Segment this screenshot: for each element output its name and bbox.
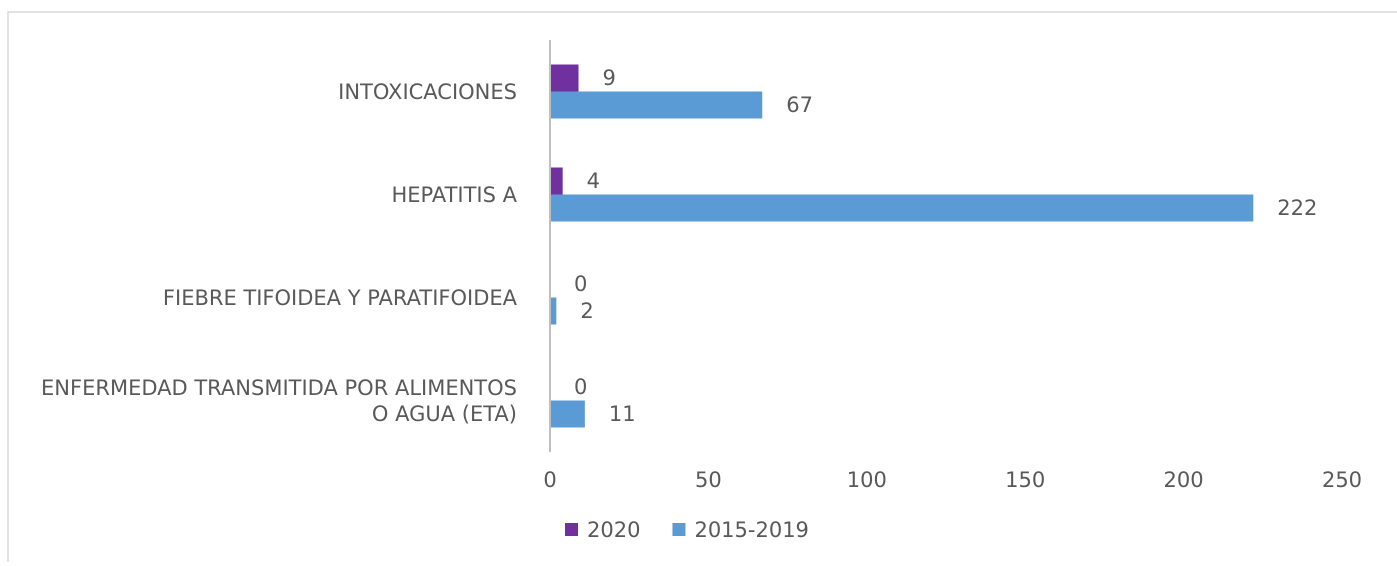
- legend-label: 2020: [587, 518, 640, 542]
- category-label-box: FIEBRE TIFOIDEA Y PARATIFOIDEA: [162, 285, 517, 310]
- x-tick-label: 200: [1164, 468, 1204, 492]
- x-tick-label: 0: [543, 468, 556, 492]
- y-tick-label: FIEBRE TIFOIDEA Y PARATIFOIDEA: [162, 285, 517, 310]
- bar: [550, 91, 763, 119]
- x-tick-label: 100: [847, 468, 887, 492]
- x-tick-label: 50: [695, 468, 722, 492]
- data-label: 4: [587, 169, 600, 193]
- bar: [550, 194, 1254, 222]
- x-tick-label: 150: [1005, 468, 1045, 492]
- data-label: 67: [786, 93, 813, 117]
- bar: [550, 297, 557, 325]
- data-label: 222: [1277, 196, 1317, 220]
- category-label-box: ENFERMEDAD TRANSMITIDA POR ALIMENTOS O A…: [41, 375, 517, 426]
- bar: [550, 167, 563, 195]
- bar: [550, 400, 585, 428]
- data-label: 0: [574, 375, 587, 399]
- x-tick-label: 250: [1322, 468, 1362, 492]
- data-label: 11: [609, 402, 636, 426]
- data-label: 2: [580, 299, 593, 323]
- category-label-box: HEPATITIS A: [391, 182, 517, 207]
- y-tick-label: ENFERMEDAD TRANSMITIDA POR ALIMENTOS O A…: [41, 375, 517, 426]
- y-tick-label: HEPATITIS A: [391, 182, 517, 207]
- data-label: 9: [603, 66, 616, 90]
- y-tick-label: INTOXICACIONES: [338, 79, 517, 104]
- legend-swatch: [672, 523, 686, 536]
- data-label: 0: [574, 272, 587, 296]
- legend-label: 2015-2019: [694, 518, 808, 542]
- category-label-box: INTOXICACIONES: [338, 79, 517, 104]
- chart-frame: [7, 11, 1397, 566]
- legend-swatch: [565, 523, 578, 536]
- bar: [550, 64, 579, 92]
